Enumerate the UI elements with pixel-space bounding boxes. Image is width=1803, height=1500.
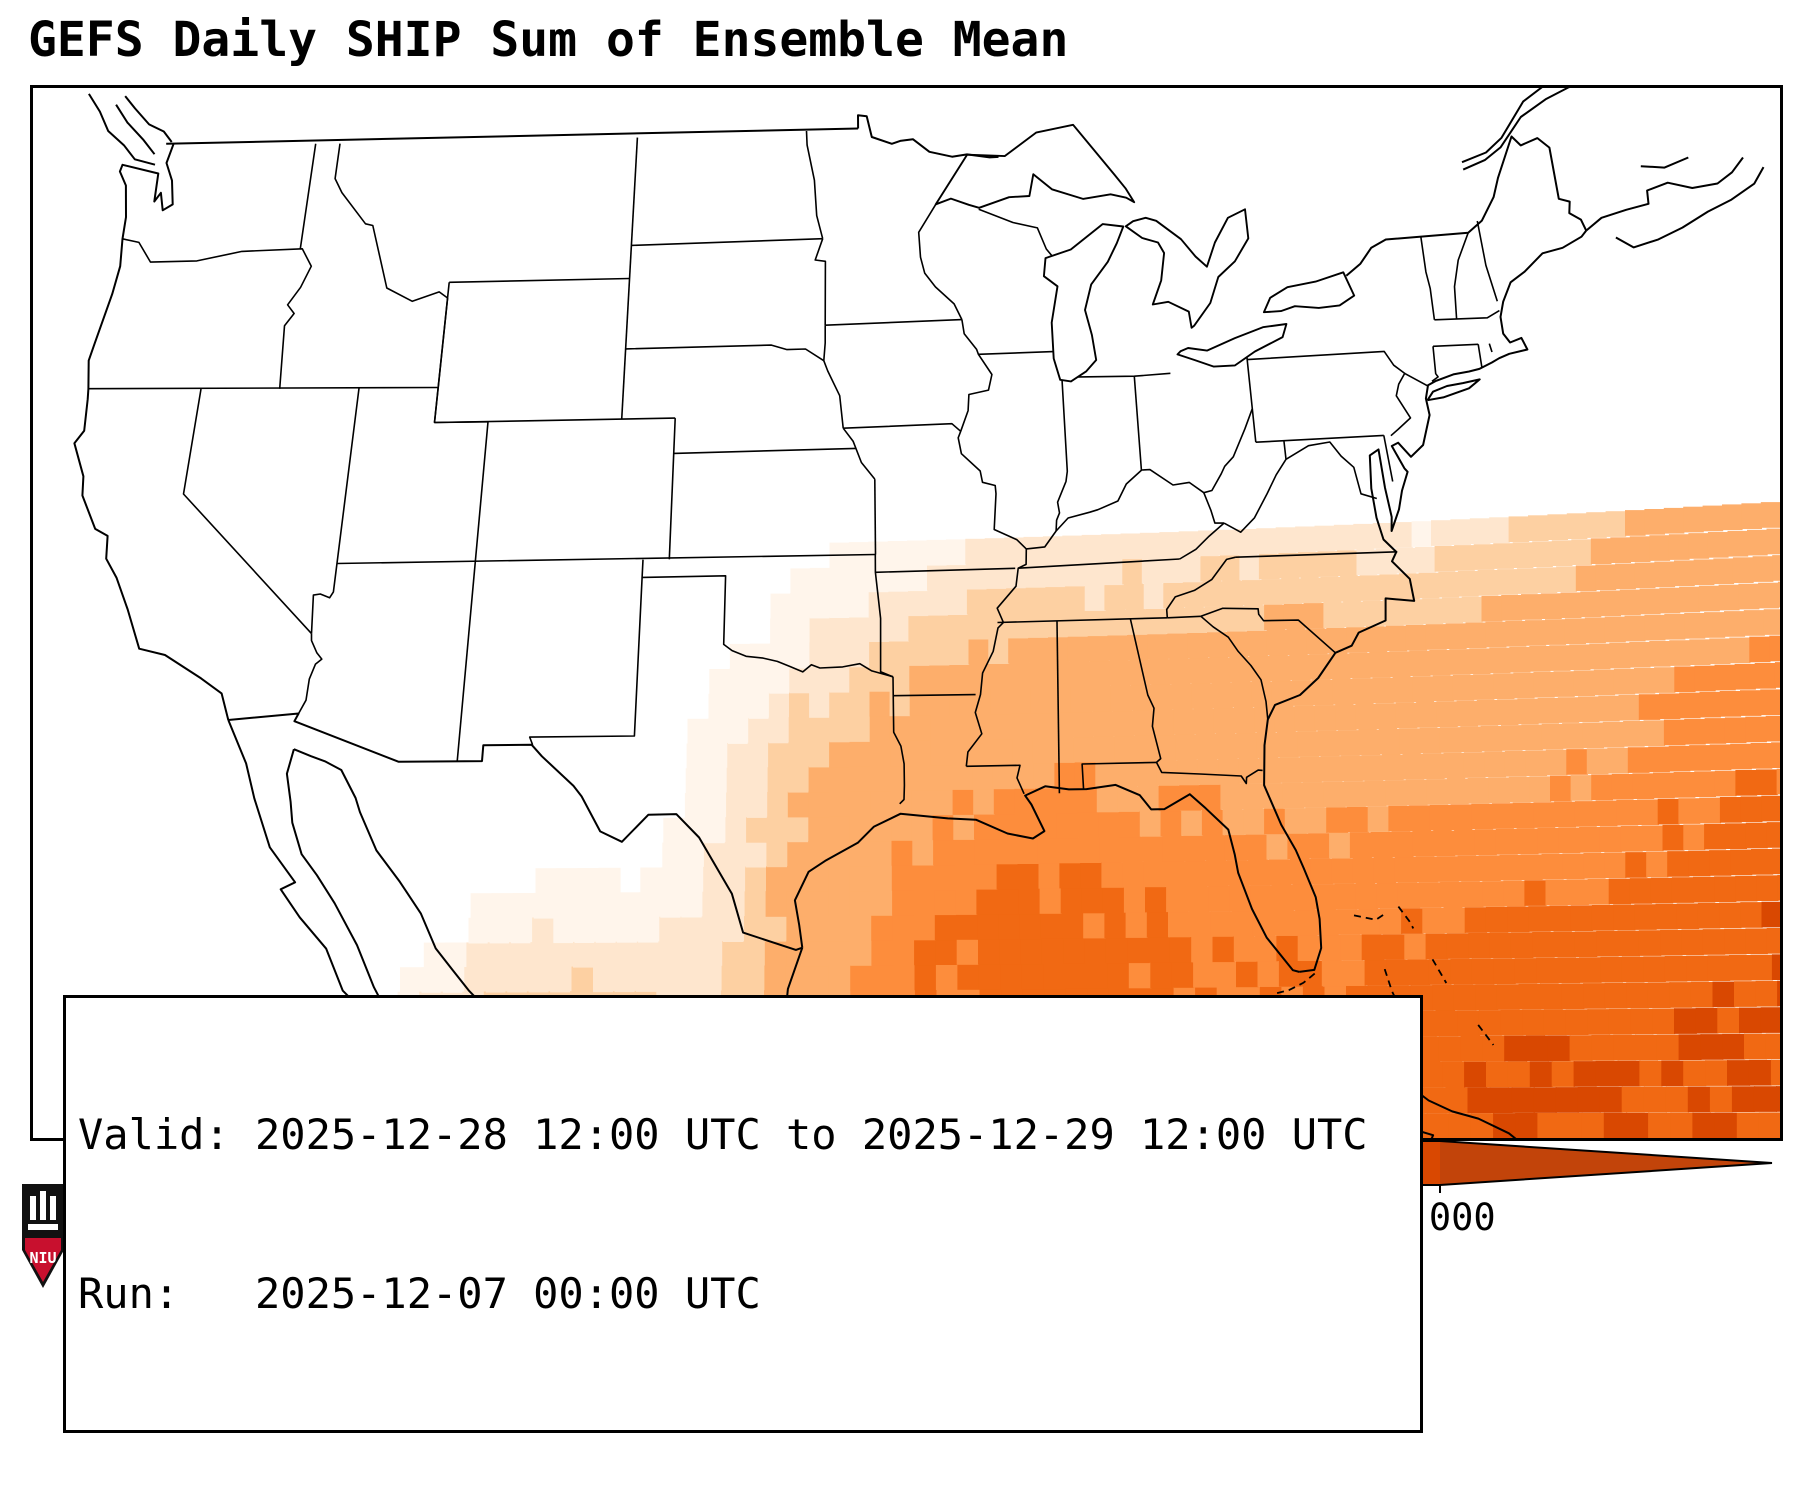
niu-logo-text: NIU — [29, 1249, 56, 1267]
run-time-line: Run: 2025-12-07 00:00 UTC — [78, 1269, 761, 1318]
us-map — [73, 88, 1780, 1138]
niu-band — [25, 1238, 61, 1282]
info-box: Valid: 2025-12-28 12:00 UTC to 2025-12-2… — [63, 995, 1423, 1433]
map-panel: Valid: 2025-12-28 12:00 UTC to 2025-12-2… — [30, 85, 1783, 1433]
niu-logo: NIU — [20, 1182, 66, 1296]
valid-time-line: Valid: 2025-12-28 12:00 UTC to 2025-12-2… — [78, 1110, 1368, 1159]
island-coastlines-dashed — [1273, 906, 1495, 1046]
great-lakes — [934, 123, 1356, 383]
us-state-borders — [88, 130, 1500, 805]
figure-title: GEFS Daily SHIP Sum of Ensemble Mean — [28, 12, 1069, 68]
